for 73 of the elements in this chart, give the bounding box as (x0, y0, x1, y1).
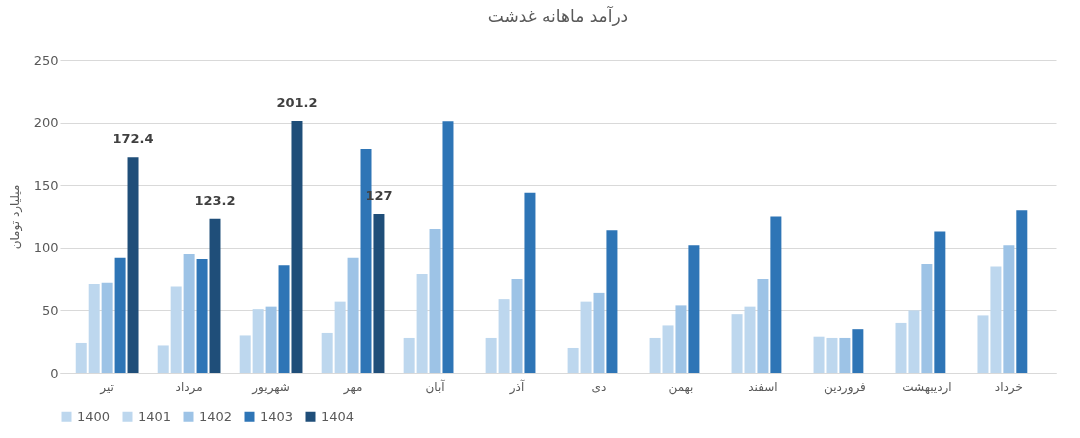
x-tick-label: اسفند (748, 379, 778, 394)
bar (606, 230, 618, 373)
bar (1016, 210, 1028, 373)
bar (157, 345, 169, 373)
bar (403, 337, 415, 373)
bar (757, 279, 769, 373)
data-label: 201.2 (276, 95, 318, 111)
bar (101, 282, 113, 373)
bar (265, 306, 277, 373)
bar (839, 337, 851, 373)
legend-label: 1404 (321, 408, 355, 424)
x-tick-label: شهریور (251, 379, 290, 395)
bar (770, 216, 782, 373)
bar (567, 347, 579, 373)
bar (416, 274, 428, 373)
x-tick-label: آذر (508, 378, 525, 395)
bar (498, 299, 510, 373)
bar (88, 284, 100, 373)
y-tick-label: 100 (33, 240, 59, 256)
bar (1003, 245, 1015, 373)
data-label: 172.4 (112, 131, 154, 147)
bar (593, 292, 605, 373)
x-tick-label: بهمن (668, 379, 694, 395)
bar (662, 325, 674, 373)
bar (524, 192, 536, 373)
legend-label: 1403 (260, 408, 294, 424)
bar (183, 254, 195, 373)
x-tick-label: مرداد (175, 379, 203, 395)
y-axis-title: میلیارد تومان (7, 184, 23, 250)
bar (852, 329, 864, 373)
bar (127, 157, 139, 373)
bar (934, 231, 946, 373)
bar (347, 257, 359, 373)
x-tick-label: خرداد (994, 379, 1023, 395)
bar (977, 315, 989, 373)
y-tick-label: 50 (41, 302, 59, 318)
x-tick-label: فروردین (824, 379, 866, 395)
bar (442, 121, 454, 373)
bar (278, 265, 290, 373)
x-tick-label: اردیبهشت (902, 379, 952, 395)
bar (511, 279, 523, 373)
bar (675, 305, 687, 373)
x-tick-label: مهر (342, 379, 363, 395)
x-tick-label: آبان (425, 378, 446, 394)
bar (580, 301, 592, 373)
legend-label: 1402 (199, 408, 233, 424)
bar (921, 264, 933, 373)
data-label: 123.2 (194, 192, 236, 208)
bar (75, 342, 87, 373)
y-tick-label: 0 (50, 365, 59, 381)
x-tick-label: دی (591, 379, 607, 394)
bar (291, 121, 303, 373)
bar (334, 301, 346, 373)
y-tick-label: 200 (33, 115, 59, 131)
bar (321, 332, 333, 373)
bar (196, 259, 208, 373)
chart-title: درآمد ماهانه غدشت (487, 5, 629, 26)
bar (649, 337, 661, 373)
bar (373, 214, 385, 373)
bar (688, 245, 700, 373)
bar (239, 335, 251, 373)
legend-label: 1401 (138, 408, 172, 424)
bar (209, 218, 221, 373)
bar (485, 337, 497, 373)
y-tick-label: 250 (33, 52, 59, 68)
x-tick-label: تیر (99, 379, 114, 395)
bar (990, 266, 1002, 373)
y-tick-label: 150 (33, 177, 59, 193)
bar (429, 229, 441, 373)
bar (114, 257, 126, 373)
bar (170, 286, 182, 373)
legend-label: 1400 (77, 408, 111, 424)
bar (252, 309, 264, 373)
